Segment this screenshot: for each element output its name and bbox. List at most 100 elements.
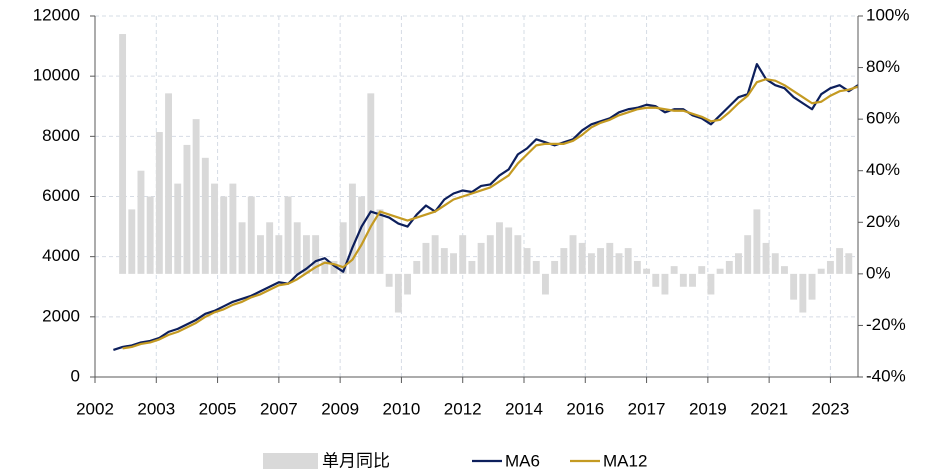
bar <box>468 260 476 274</box>
bar <box>551 260 559 274</box>
lines <box>113 63 859 351</box>
x-tick-label: 2019 <box>689 399 727 418</box>
bar <box>385 273 393 287</box>
bar <box>753 209 761 274</box>
x-tick-label: 2017 <box>628 399 666 418</box>
x-tick-label: 2009 <box>321 399 359 418</box>
bar <box>450 253 457 274</box>
y2-tick-label: 60% <box>866 109 900 128</box>
bar <box>633 260 641 274</box>
y2-tick-label: -40% <box>866 366 906 385</box>
bar <box>679 273 687 287</box>
y2-tick-label: 40% <box>866 160 900 179</box>
bar <box>165 93 172 274</box>
bar <box>661 273 669 295</box>
y-tick-label: 12000 <box>33 5 80 24</box>
x-tick-label: 2005 <box>199 399 237 418</box>
bar <box>615 253 623 274</box>
bar <box>367 93 375 274</box>
bar <box>413 260 421 274</box>
grid <box>95 15 858 378</box>
bar <box>670 266 678 274</box>
bar <box>183 144 191 274</box>
bar <box>312 235 320 274</box>
bar <box>597 248 605 274</box>
bar <box>523 248 531 274</box>
y2-tick-label: -20% <box>866 315 906 334</box>
y-tick-label: 6000 <box>42 186 80 205</box>
bar <box>211 183 218 274</box>
bar <box>808 273 816 300</box>
bar <box>128 209 136 274</box>
bar <box>119 34 127 274</box>
bars <box>119 34 853 313</box>
bar <box>532 260 540 274</box>
bar <box>817 268 825 274</box>
bar <box>238 222 246 274</box>
bar <box>321 260 329 274</box>
bar <box>174 183 182 274</box>
bar <box>247 196 255 274</box>
bar <box>376 209 384 274</box>
bar <box>137 170 145 274</box>
y2-tick-label: 100% <box>866 5 909 24</box>
bar <box>293 222 301 274</box>
bar <box>229 183 237 274</box>
bar <box>790 273 798 300</box>
axes: 0 2000 4000 6000 8000 10000 12000 -40% -20% 0% 20%… <box>33 5 910 418</box>
bar <box>652 273 660 287</box>
bar <box>762 242 770 274</box>
bar <box>587 253 595 274</box>
y-tick-label: 10000 <box>33 66 80 85</box>
bar <box>725 260 733 274</box>
x-tick-label: 2002 <box>76 399 114 418</box>
bar <box>689 273 696 287</box>
y-tick-label: 0 <box>71 366 80 385</box>
x-tick-label: 2010 <box>383 399 421 418</box>
bar <box>541 273 549 295</box>
x-tick-label: 2007 <box>260 399 298 418</box>
bar <box>826 260 834 274</box>
bar <box>192 119 200 274</box>
bar <box>339 222 347 274</box>
bar <box>266 222 274 274</box>
bar <box>505 227 513 274</box>
line <box>113 63 859 351</box>
bar <box>146 196 154 274</box>
bar <box>404 273 412 295</box>
line <box>122 78 859 350</box>
bar <box>358 196 366 274</box>
bar <box>560 248 568 274</box>
x-tick-label: 2023 <box>812 399 850 418</box>
y2-tick-label: 0% <box>866 263 891 282</box>
x-tick-label: 2003 <box>137 399 175 418</box>
bar <box>422 242 430 274</box>
x-tick-label: 2016 <box>566 399 604 418</box>
bar <box>348 183 356 274</box>
bar <box>302 235 310 274</box>
y-tick-label: 8000 <box>42 126 80 145</box>
bar <box>836 248 844 274</box>
y2-tick-label: 20% <box>866 212 900 231</box>
y-tick-label: 4000 <box>42 246 80 265</box>
bar <box>477 242 485 274</box>
bar <box>201 157 209 274</box>
x-tick-label: 2021 <box>750 399 788 418</box>
bar <box>431 235 439 274</box>
legend-label: MA12 <box>603 451 647 470</box>
bar <box>486 235 494 274</box>
bar <box>744 235 752 274</box>
bar <box>698 266 706 274</box>
bar <box>716 268 724 274</box>
y2-tick-label: 80% <box>866 57 900 76</box>
legend-label: MA6 <box>505 451 540 470</box>
bar <box>569 235 577 274</box>
bar <box>606 242 614 274</box>
y-tick-label: 2000 <box>42 306 80 325</box>
bar <box>220 196 228 274</box>
bar <box>459 235 467 274</box>
bar <box>440 248 448 274</box>
bar <box>707 273 715 295</box>
legend-label: 单月同比 <box>322 451 390 470</box>
